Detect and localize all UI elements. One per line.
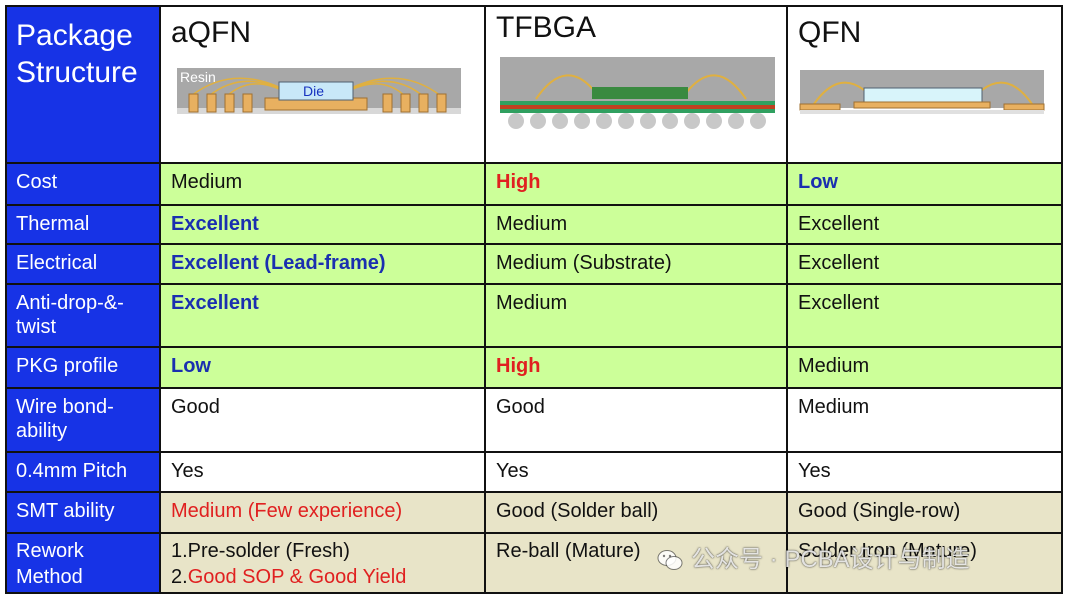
cell-pitch-aqfn: Yes (159, 451, 486, 493)
cell-anti-drop-aqfn: Excellent (159, 283, 486, 348)
row-smt: SMT ability Medium (Few experience) Good… (5, 491, 1063, 534)
corner-header: Package Structure (5, 5, 161, 164)
corner-line-1: Package (16, 19, 133, 52)
row-wire-bond: Wire bond- ability Good Good Medium (5, 387, 1063, 453)
row-label-pkg-profile: PKG profile (5, 346, 161, 389)
cell-thermal-tfbga: Medium (484, 204, 788, 245)
cell-rework-tfbga: Re-ball (Mature) (484, 532, 788, 594)
row-label-thermal: Thermal (5, 204, 161, 245)
cell-wire-bond-qfn: Medium (786, 387, 1063, 453)
qfn-cross-section-diagram (799, 70, 1045, 114)
cell-pitch-tfbga: Yes (484, 451, 788, 493)
row-cost: Cost Medium High Low (5, 162, 1063, 206)
cell-smt-aqfn: Medium (Few experience) (159, 491, 486, 534)
row-thermal: Thermal Excellent Medium Excellent (5, 204, 1063, 245)
cell-pitch-qfn: Yes (786, 451, 1063, 493)
cell-wire-bond-aqfn: Good (159, 387, 486, 453)
row-rework: Rework Method 1.Pre-solder (Fresh) 2.Goo… (5, 532, 1063, 594)
package-name-qfn: QFN (798, 16, 862, 49)
row-label-electrical: Electrical (5, 243, 161, 285)
wechat-icon (657, 550, 683, 570)
row-electrical: Electrical Excellent (Lead-frame) Medium… (5, 243, 1063, 285)
row-label-smt: SMT ability (5, 491, 161, 534)
tfbga-cross-section-diagram (500, 57, 775, 129)
watermark: 公众号 · PCBA设计与制造 (657, 540, 1047, 580)
cell-pkg-profile-tfbga: High (484, 346, 788, 389)
cell-thermal-aqfn: Excellent (159, 204, 486, 245)
cell-smt-tfbga: Good (Solder ball) (484, 491, 788, 534)
cell-electrical-qfn: Excellent (786, 243, 1063, 285)
aqfn-cross-section-diagram: Resin Die (177, 68, 461, 114)
header-aqfn: aQFN Resin Die (159, 5, 486, 164)
cell-anti-drop-qfn: Excellent (786, 283, 1063, 348)
header-tfbga: TFBGA (484, 5, 788, 164)
cell-anti-drop-tfbga: Medium (484, 283, 788, 348)
row-anti-drop: Anti-drop-&- twist Excellent Medium Exce… (5, 283, 1063, 348)
cell-pkg-profile-qfn: Medium (786, 346, 1063, 389)
cell-pkg-profile-aqfn: Low (159, 346, 486, 389)
package-comparison-table: Package Structure aQFN Resin Die (5, 5, 1063, 594)
cell-smt-qfn: Good (Single-row) (786, 491, 1063, 534)
cell-electrical-aqfn: Excellent (Lead-frame) (159, 243, 486, 285)
row-pitch: 0.4mm Pitch Yes Yes Yes (5, 451, 1063, 493)
cell-rework-aqfn: 1.Pre-solder (Fresh) 2.Good SOP & Good Y… (159, 532, 486, 594)
row-label-anti-drop: Anti-drop-&- twist (5, 283, 161, 348)
row-label-rework: Rework Method (5, 532, 161, 594)
cell-wire-bond-tfbga: Good (484, 387, 788, 453)
cell-rework-qfn: Solder Iron (Mature) (786, 532, 1063, 594)
rework-aqfn-line-1: 1.Pre-solder (Fresh) (171, 540, 350, 562)
cell-thermal-qfn: Excellent (786, 204, 1063, 245)
header-qfn: QFN (786, 5, 1063, 164)
row-label-wire-bond: Wire bond- ability (5, 387, 161, 453)
row-label-cost: Cost (5, 162, 161, 206)
cell-electrical-tfbga: Medium (Substrate) (484, 243, 788, 285)
cell-cost-qfn: Low (786, 162, 1063, 206)
row-label-pitch: 0.4mm Pitch (5, 451, 161, 493)
header-row: Package Structure aQFN Resin Die (5, 5, 1063, 164)
rework-aqfn-line-2: 2.Good SOP & Good Yield (171, 566, 407, 588)
watermark-text: 公众号 · PCBA设计与制造 (691, 546, 970, 573)
row-pkg-profile: PKG profile Low High Medium (5, 346, 1063, 389)
die-label: Die (303, 83, 324, 99)
cell-cost-aqfn: Medium (159, 162, 486, 206)
package-name-aqfn: aQFN (171, 16, 252, 49)
resin-label: Resin (180, 69, 216, 85)
cell-cost-tfbga: High (484, 162, 788, 206)
corner-line-2: Structure (16, 56, 138, 89)
package-name-tfbga: TFBGA (496, 11, 597, 44)
